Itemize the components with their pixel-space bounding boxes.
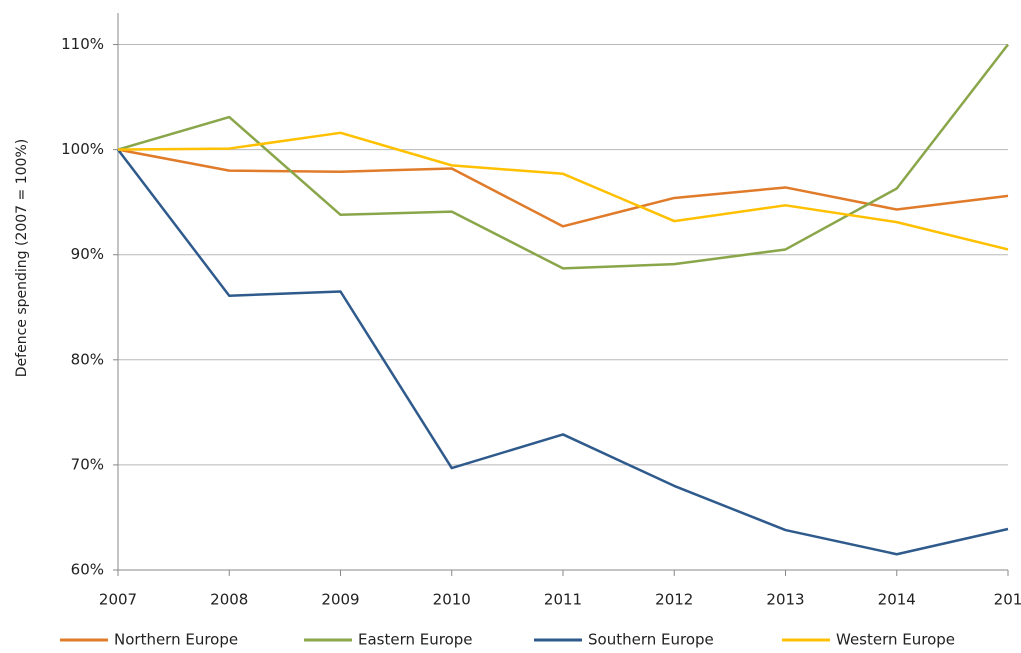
legend-label: Northern Europe xyxy=(114,631,238,649)
x-tick-label: 2012 xyxy=(655,591,693,609)
x-tick-label: 201 xyxy=(994,591,1021,609)
x-tick-label: 2009 xyxy=(321,591,359,609)
x-tick-label: 2008 xyxy=(210,591,248,609)
legend-label: Southern Europe xyxy=(588,631,714,649)
y-tick-label: 100% xyxy=(61,140,104,158)
y-tick-label: 70% xyxy=(71,455,104,473)
legend-label: Eastern Europe xyxy=(358,631,473,649)
y-tick-label: 60% xyxy=(71,561,104,579)
y-tick-label: 90% xyxy=(71,245,104,263)
x-tick-label: 2010 xyxy=(433,591,471,609)
x-tick-label: 2013 xyxy=(766,591,804,609)
series-line xyxy=(117,43,1009,270)
y-tick-label: 110% xyxy=(61,35,104,53)
x-tick-label: 2007 xyxy=(99,591,137,609)
legend-label: Western Europe xyxy=(836,631,955,649)
y-axis-label: Defence spending (2007 = 100%) xyxy=(14,139,30,377)
x-tick-label: 2014 xyxy=(878,591,916,609)
y-tick-label: 80% xyxy=(71,350,104,368)
x-tick-label: 2011 xyxy=(544,591,582,609)
series-line xyxy=(117,148,1009,556)
series-line xyxy=(117,148,1009,228)
series-line xyxy=(117,131,1009,251)
